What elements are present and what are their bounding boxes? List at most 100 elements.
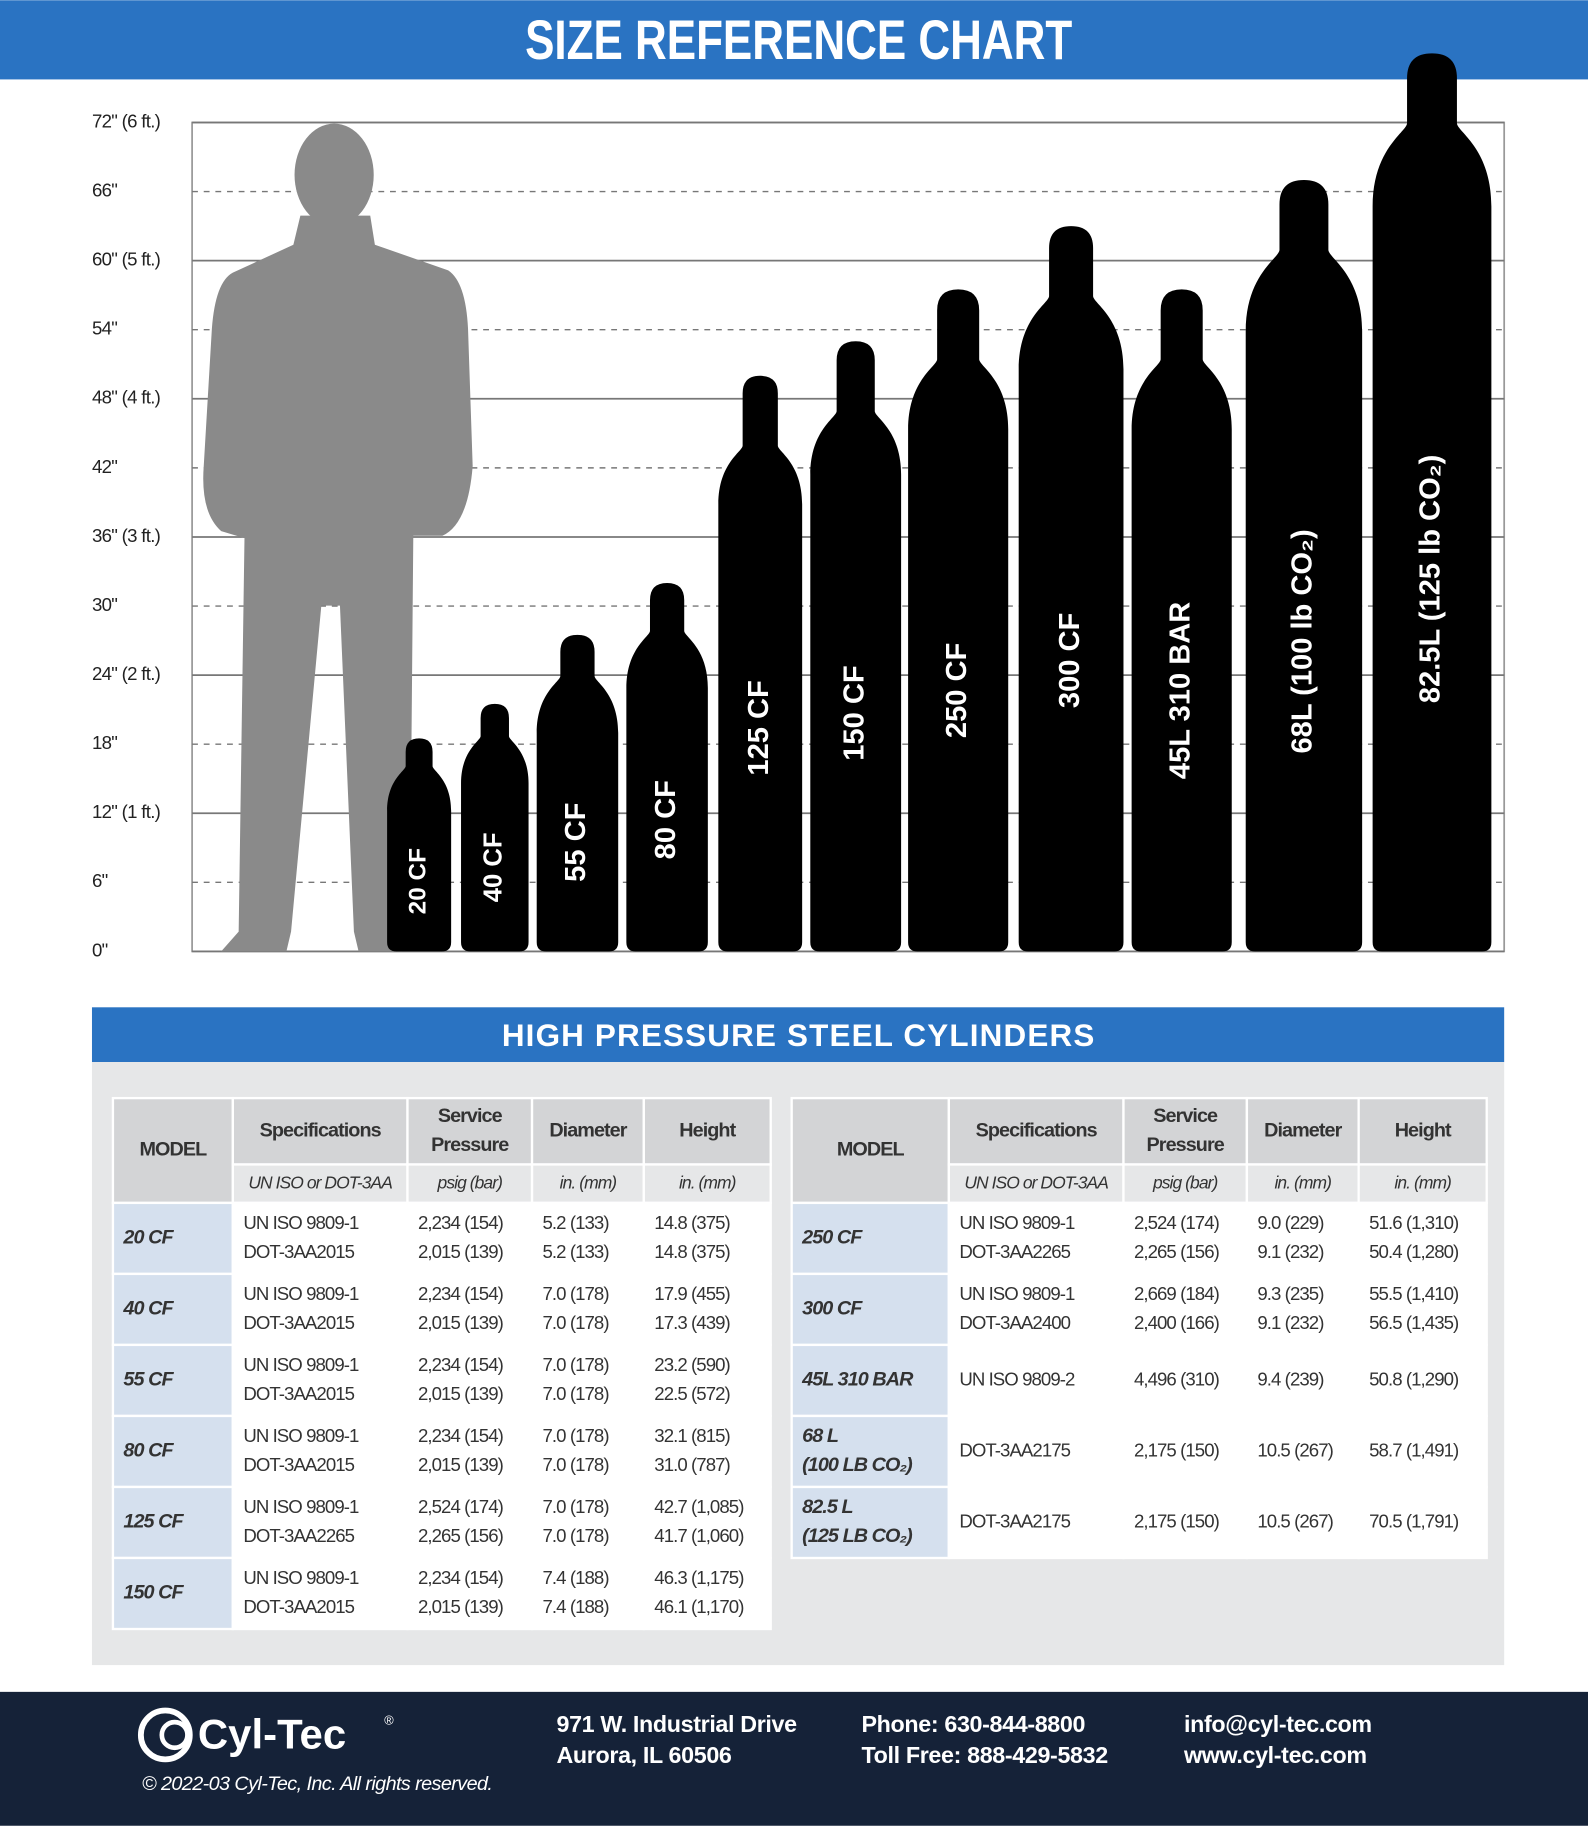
table-cell <box>406 1485 534 1560</box>
cylinder <box>718 375 803 952</box>
cylinder <box>461 703 529 952</box>
table-value: 7.4 (188) <box>543 1596 610 1617</box>
table-cell <box>111 1272 235 1347</box>
table-value: 17.3 (439) <box>654 1312 730 1333</box>
cylinder-label: 300 CF <box>1054 613 1086 708</box>
table-value: 70.5 (1,791) <box>1369 1510 1459 1531</box>
column-unit: in. (mm) <box>560 1172 617 1192</box>
table-value: DOT-3AA2015 <box>243 1454 354 1475</box>
column-header: Diameter <box>1264 1120 1342 1142</box>
y-tick-label: 60" (5 ft.) <box>92 249 161 270</box>
table-value: 9.3 (235) <box>1257 1283 1324 1304</box>
cylinder <box>536 634 619 952</box>
table-cell <box>231 1343 409 1418</box>
table-value: 5.2 (133) <box>543 1241 610 1262</box>
table-cell <box>1245 1272 1360 1347</box>
table-value: 9.4 (239) <box>1257 1368 1324 1389</box>
y-tick-label: 30" <box>92 594 117 615</box>
table-value: 14.8 (375) <box>654 1212 730 1233</box>
table-value: UN ISO 9809-1 <box>243 1212 359 1233</box>
column-unit: UN ISO or DOT-3AA <box>964 1172 1108 1192</box>
table-value: 2,524 (174) <box>418 1496 504 1517</box>
table-cell <box>790 1485 951 1560</box>
table-value: 7.0 (178) <box>543 1354 610 1375</box>
table-value: DOT-3AA2015 <box>243 1383 354 1404</box>
table-cell <box>1245 1201 1360 1276</box>
model-name: 300 CF <box>802 1298 863 1320</box>
table-value: 22.5 (572) <box>654 1383 730 1404</box>
table-cell <box>1122 1485 1249 1560</box>
y-tick-label: 18" <box>92 732 117 753</box>
column-header: Pressure <box>1147 1134 1225 1156</box>
model-name: 125 CF <box>123 1511 184 1533</box>
table-cell <box>1357 1414 1488 1489</box>
table-value: UN ISO 9809-1 <box>243 1354 359 1375</box>
table-value: DOT-3AA2400 <box>959 1312 1070 1333</box>
table-value: 14.8 (375) <box>654 1241 730 1262</box>
column-header: MODEL <box>139 1139 207 1161</box>
table-value: 9.1 (232) <box>1257 1241 1324 1262</box>
table-cell <box>231 1485 409 1560</box>
y-tick-label: 12" (1 ft.) <box>92 801 161 822</box>
table-value: 2,234 (154) <box>418 1283 504 1304</box>
model-name: 150 CF <box>123 1582 184 1604</box>
cylinder-label: 125 CF <box>743 680 775 775</box>
y-tick-label: 66" <box>92 179 117 200</box>
table-value: 4,496 (310) <box>1134 1368 1220 1389</box>
table-cell <box>1122 1272 1249 1347</box>
table-cell <box>406 1096 534 1166</box>
model-name: 40 CF <box>122 1298 174 1320</box>
table-value: 2,234 (154) <box>418 1354 504 1375</box>
table-cell <box>947 1272 1125 1347</box>
cylinder-label: 68L (100 lb CO₂) <box>1287 529 1319 753</box>
column-header: Service <box>438 1105 503 1127</box>
table-cell <box>1245 1414 1360 1489</box>
table-cell <box>1245 1343 1360 1418</box>
table-value: 2,015 (139) <box>418 1312 504 1333</box>
table-cell <box>231 1414 409 1489</box>
table-cell <box>1245 1485 1360 1560</box>
table-title-bar <box>91 1007 1505 1063</box>
table-cell <box>1357 1163 1488 1205</box>
cylinder-label: 150 CF <box>838 665 870 760</box>
table-value: DOT-3AA2015 <box>243 1241 354 1262</box>
table-cell <box>406 1556 534 1631</box>
column-header: Specifications <box>976 1120 1098 1142</box>
table-value: 10.5 (267) <box>1257 1439 1333 1460</box>
cylinder <box>1131 289 1232 952</box>
cylinder <box>1018 226 1124 952</box>
y-tick-label: 6" <box>92 870 108 891</box>
column-header: Height <box>679 1120 736 1142</box>
table-cell <box>1357 1485 1488 1560</box>
address-line: 971 W. Industrial Drive <box>556 1711 797 1737</box>
table-cell <box>642 1272 772 1347</box>
table-cell <box>530 1556 645 1631</box>
phone-line: Toll Free: 888-429-5832 <box>862 1742 1108 1768</box>
model-name: (100 LB CO₂) <box>802 1454 912 1476</box>
table-cell <box>642 1556 772 1631</box>
cylinder-label: 40 CF <box>480 832 508 902</box>
table-value: 7.0 (178) <box>543 1425 610 1446</box>
table-value: DOT-3AA2175 <box>959 1510 1070 1531</box>
table-value: 46.3 (1,175) <box>654 1567 744 1588</box>
table-value: 9.0 (229) <box>1257 1212 1324 1233</box>
table-cell <box>790 1096 951 1205</box>
table-value: UN ISO 9809-1 <box>959 1212 1075 1233</box>
table-value: UN ISO 9809-2 <box>959 1368 1075 1389</box>
logo-mark-inner <box>159 1719 190 1751</box>
header-bar <box>0 0 1588 80</box>
model-name: 250 CF <box>801 1227 863 1249</box>
table-cell <box>790 1201 951 1276</box>
column-header: Specifications <box>260 1120 382 1142</box>
table-value: 2,015 (139) <box>418 1241 504 1262</box>
table-value: 41.7 (1,060) <box>654 1525 744 1546</box>
person-head <box>294 123 374 227</box>
column-header: Height <box>1395 1120 1452 1142</box>
table-cell <box>1122 1343 1249 1418</box>
table-title: HIGH PRESSURE STEEL CYLINDERS <box>502 1018 1096 1053</box>
web-line: www.cyl-tec.com <box>1183 1742 1367 1768</box>
table-value: 58.7 (1,491) <box>1369 1439 1459 1460</box>
table-cell <box>111 1343 235 1418</box>
column-unit: in. (mm) <box>679 1172 736 1192</box>
